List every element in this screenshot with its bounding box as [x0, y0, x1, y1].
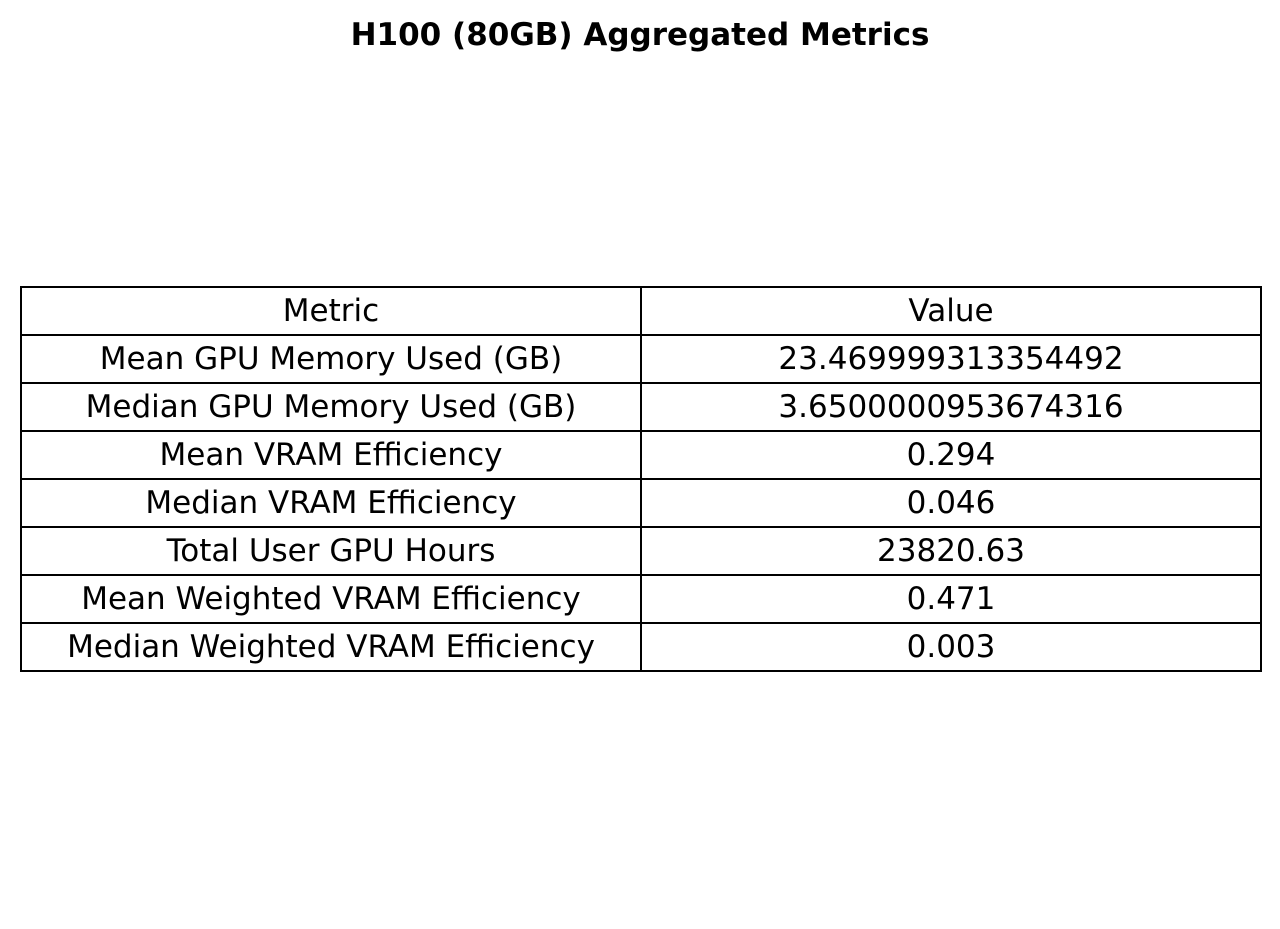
metrics-table: Metric Value Mean GPU Memory Used (GB) 2… [20, 286, 1262, 672]
value-cell: 23820.63 [640, 526, 1262, 576]
table-header-row: Metric Value [20, 286, 1262, 336]
value-cell: 0.294 [640, 430, 1262, 480]
header-value: Value [640, 286, 1262, 336]
table-row: Mean Weighted VRAM Efficiency 0.471 [20, 574, 1262, 624]
table-row: Mean GPU Memory Used (GB) 23.46999931335… [20, 334, 1262, 384]
metric-cell: Median GPU Memory Used (GB) [20, 382, 642, 432]
chart-title: H100 (80GB) Aggregated Metrics [350, 17, 930, 53]
value-cell: 3.6500000953674316 [640, 382, 1262, 432]
metric-cell: Median Weighted VRAM Efficiency [20, 622, 642, 672]
table-row: Median Weighted VRAM Efficiency 0.003 [20, 622, 1262, 672]
metric-cell: Mean VRAM Efficiency [20, 430, 642, 480]
table-row: Median GPU Memory Used (GB) 3.6500000953… [20, 382, 1262, 432]
metric-cell: Mean Weighted VRAM Efficiency [20, 574, 642, 624]
header-metric: Metric [20, 286, 642, 336]
value-cell: 23.469999313354492 [640, 334, 1262, 384]
metrics-table-container: Metric Value Mean GPU Memory Used (GB) 2… [20, 286, 1262, 672]
table-row: Mean VRAM Efficiency 0.294 [20, 430, 1262, 480]
value-cell: 0.046 [640, 478, 1262, 528]
metric-cell: Median VRAM Efficiency [20, 478, 642, 528]
metric-cell: Total User GPU Hours [20, 526, 642, 576]
metric-cell: Mean GPU Memory Used (GB) [20, 334, 642, 384]
table-row: Median VRAM Efficiency 0.046 [20, 478, 1262, 528]
table-row: Total User GPU Hours 23820.63 [20, 526, 1262, 576]
value-cell: 0.471 [640, 574, 1262, 624]
value-cell: 0.003 [640, 622, 1262, 672]
